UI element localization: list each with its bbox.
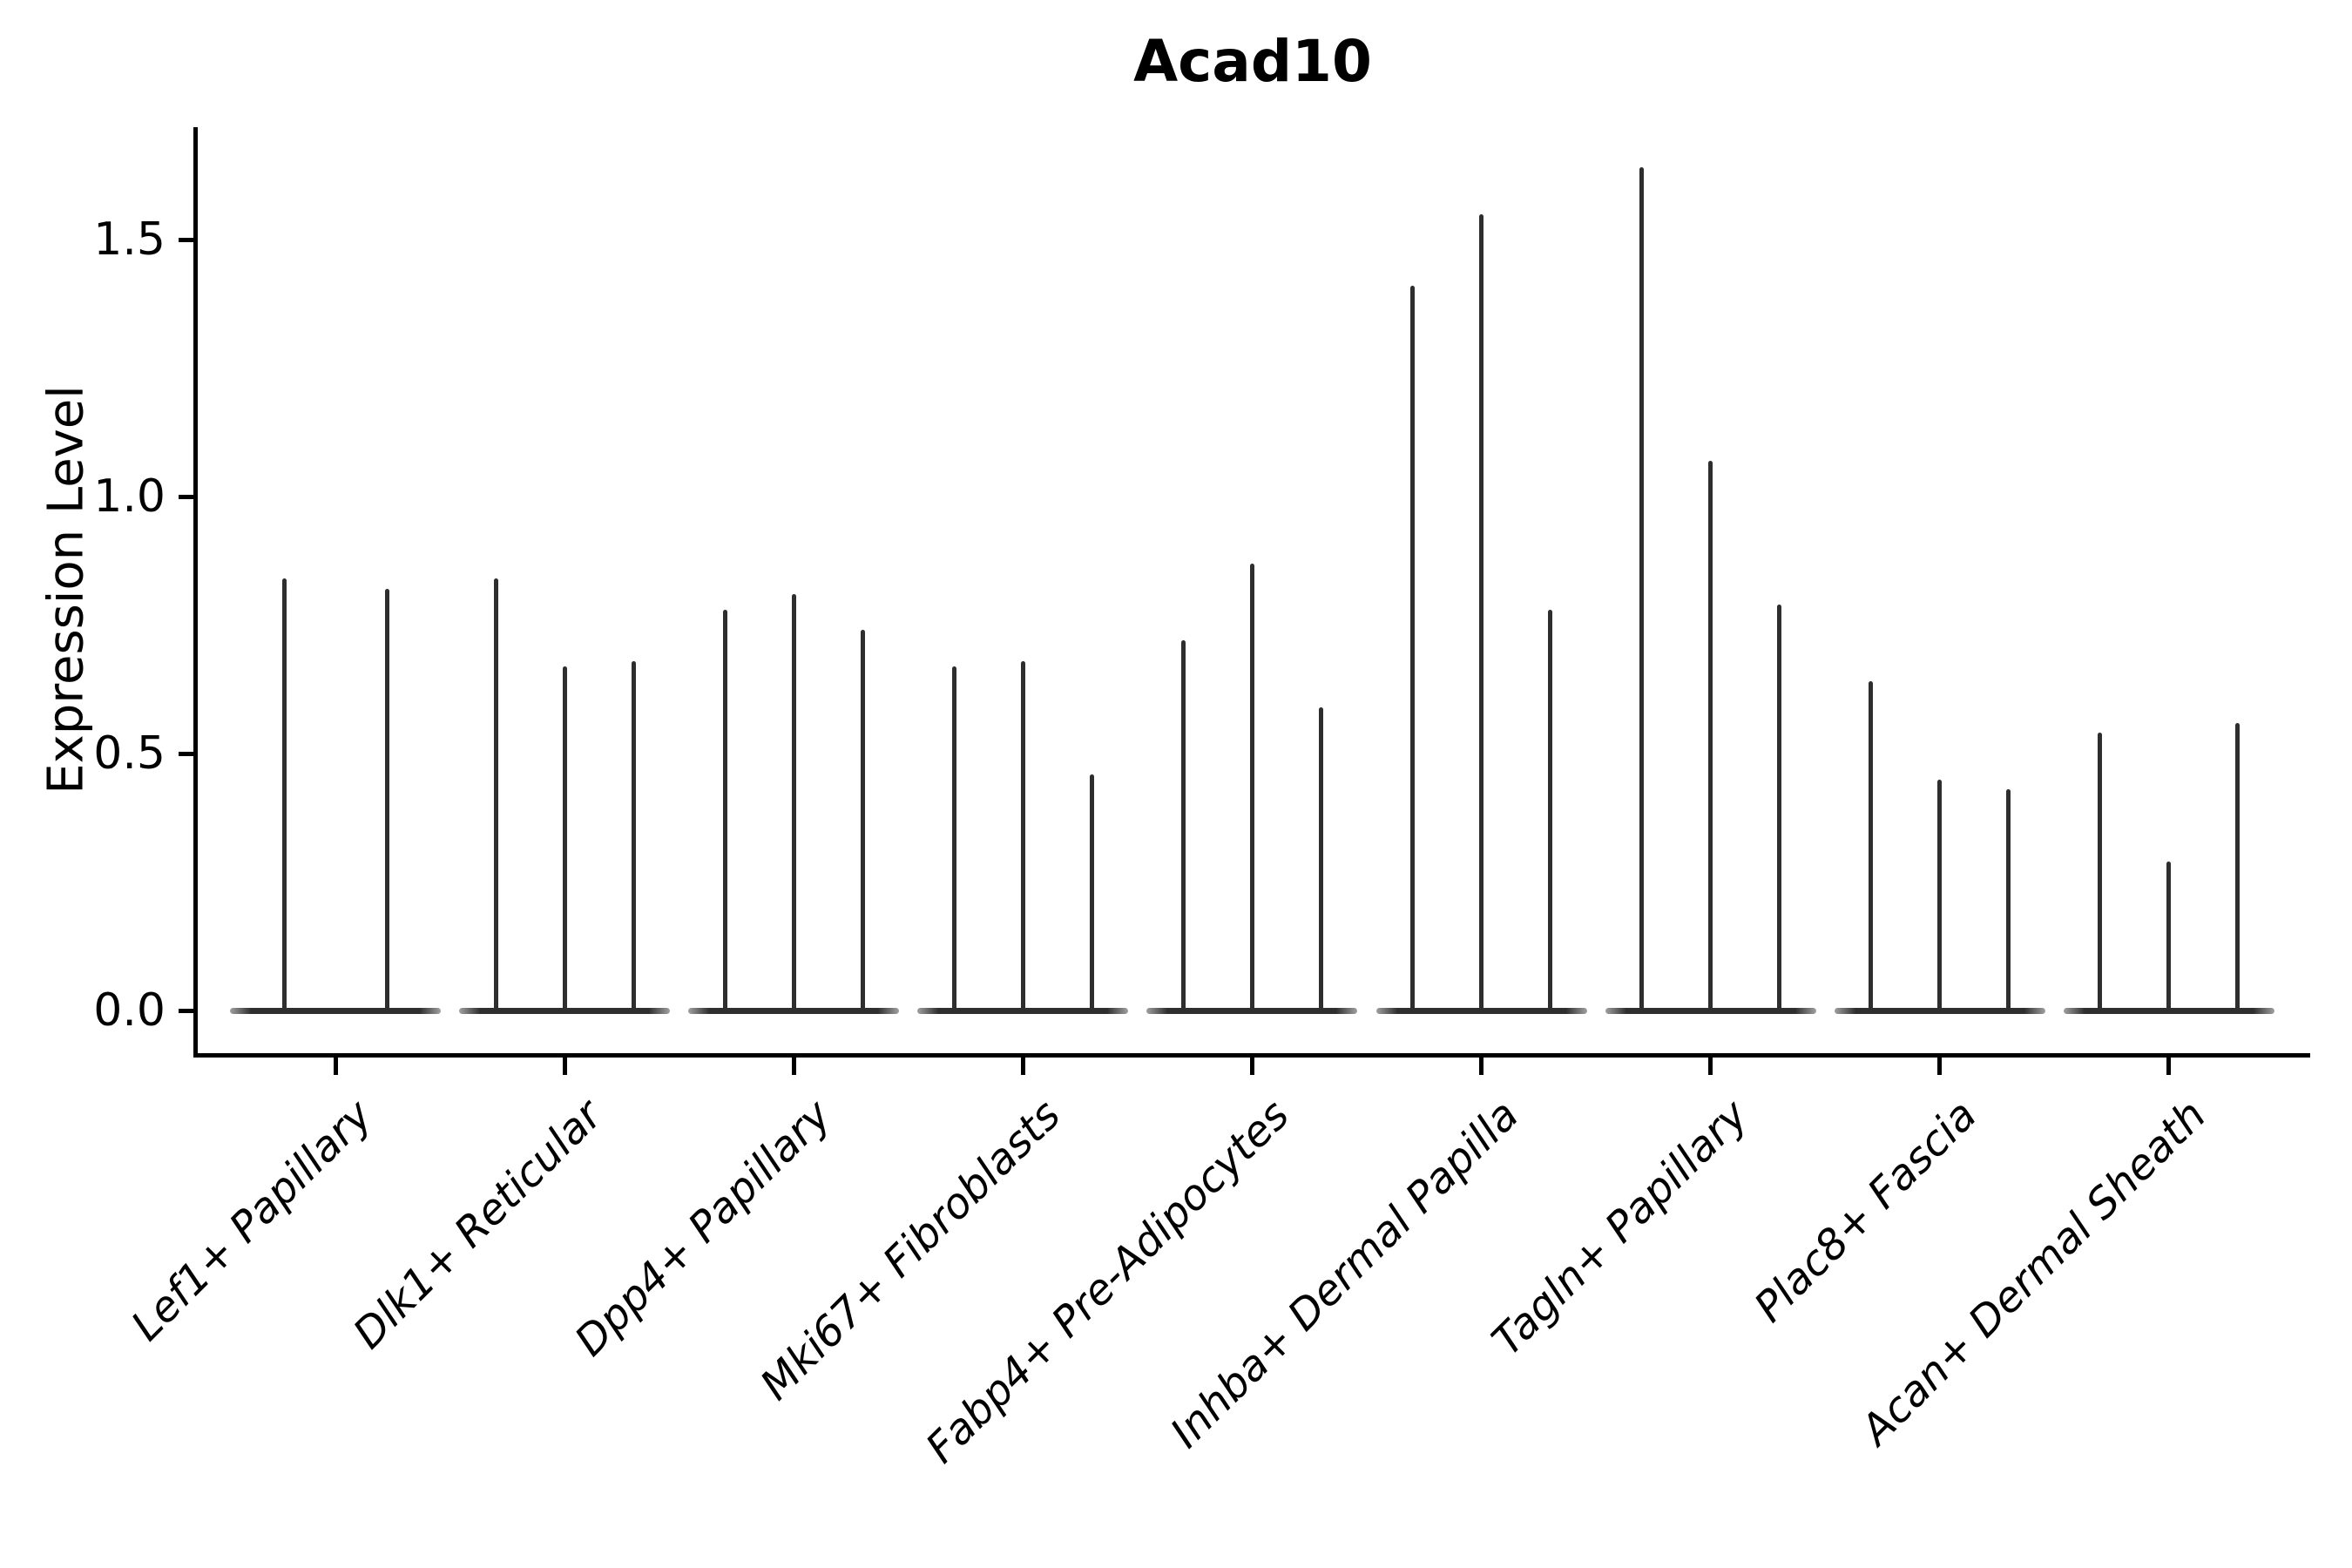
x-category-label: Plac8+ Fascia: [1745, 1091, 1987, 1332]
violin-spike: [1410, 286, 1415, 1012]
violin-spike: [384, 589, 389, 1012]
violin-spike: [493, 578, 498, 1012]
violin-baseline: [230, 1007, 441, 1014]
violin-spike: [1777, 604, 1782, 1012]
violin-spike: [1089, 774, 1094, 1012]
violin-spike: [1180, 640, 1186, 1012]
violin-spike: [1937, 779, 1943, 1012]
violin-spike: [1708, 460, 1713, 1012]
x-category-label: Fabp4+ Pre-Adipocytes: [916, 1091, 1300, 1473]
y-tick-label: 1.0: [93, 470, 166, 523]
violin-spike: [281, 578, 287, 1012]
x-tick-mark: [1020, 1058, 1025, 1075]
x-tick-mark: [791, 1058, 796, 1075]
violin-spike: [951, 666, 956, 1012]
y-tick-label: 1.5: [93, 213, 166, 266]
violin-spike: [1479, 213, 1484, 1012]
violin-spike: [1639, 167, 1645, 1012]
y-tick-mark: [179, 494, 193, 499]
x-tick-mark: [1249, 1058, 1254, 1075]
violin-spike: [791, 594, 796, 1012]
violin-spike: [1869, 681, 1874, 1012]
y-tick-mark: [179, 237, 193, 242]
x-tick-mark: [1479, 1058, 1484, 1075]
violin-spike: [1548, 609, 1552, 1012]
x-axis-spine: [193, 1053, 2310, 1058]
violin-spike: [562, 666, 567, 1012]
y-tick-label: 0.5: [93, 727, 166, 780]
violin-spike: [2006, 789, 2011, 1012]
violin-spike: [631, 660, 636, 1012]
y-tick-label: 0.0: [93, 984, 166, 1037]
x-tick-mark: [1708, 1058, 1713, 1075]
x-tick-mark: [333, 1058, 338, 1075]
y-axis-spine: [193, 127, 198, 1058]
y-tick-mark: [179, 1008, 193, 1013]
x-category-label: Dpp4+ Papillary: [565, 1091, 841, 1366]
violin-spike: [2098, 733, 2103, 1012]
violin-spike: [860, 630, 865, 1012]
x-category-label: Tagln+ Papillary: [1482, 1091, 1758, 1366]
violin-spike: [2166, 861, 2172, 1012]
violin-spike: [722, 609, 727, 1012]
x-tick-mark: [562, 1058, 567, 1075]
violin-spike: [1249, 563, 1254, 1012]
violin-spike: [2235, 722, 2240, 1012]
violin-spike: [1020, 660, 1025, 1012]
x-category-label: Lef1+ Papillary: [122, 1091, 382, 1351]
x-tick-mark: [2166, 1058, 2172, 1075]
x-category-label: Dlk1+ Reticular: [343, 1091, 612, 1359]
x-tick-mark: [1937, 1058, 1943, 1075]
violin-spike: [1318, 706, 1323, 1012]
y-tick-mark: [179, 751, 193, 756]
chart-title: Acad10: [1133, 28, 1372, 95]
